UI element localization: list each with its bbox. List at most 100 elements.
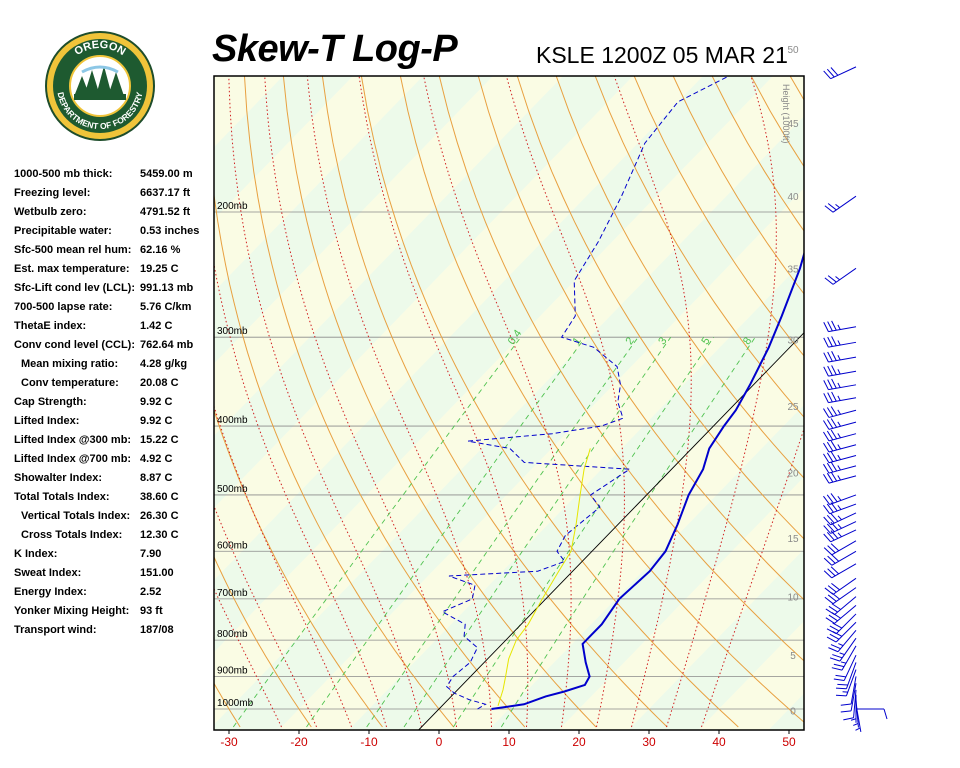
wind-barb-feather [823,408,830,418]
wind-barb-half-feather [837,409,841,415]
height-tick-label: 10 [787,593,799,604]
wind-barb-feather [831,391,837,402]
index-label: Showalter Index: [14,472,103,484]
dewpoint-profile [441,76,731,710]
wind-barb-staff [829,503,857,515]
height-tick-label: 40 [787,192,799,203]
wind-barb-feather [830,493,838,503]
index-row: Lifted Index: 9.92 C [14,415,214,434]
index-value: 38.60 C [140,491,179,503]
wind-barb-feather [826,441,834,452]
dry-adiabat [516,76,804,540]
wind-barb-feather [828,605,838,613]
index-label: ThetaE index: [14,320,87,332]
wind-barb [823,451,857,464]
index-row: Precipitable water: 0.53 inches [14,225,214,244]
wind-barb [840,676,857,706]
wind-barb-staff [828,397,857,404]
index-label: Wetbulb zero: [14,206,87,218]
wind-barb-feather [883,708,888,720]
wind-barb-feather [830,513,839,522]
index-value: 5459.00 m [140,168,193,180]
wind-barb-feather [833,678,845,682]
index-value: 7.90 [140,548,162,560]
logo-top-text: OREGON [72,39,127,58]
wind-barb-staff [828,384,857,391]
index-row: Conv temperature: 20.08 C [14,377,214,396]
wind-barb-feather [827,275,837,283]
wind-barb [824,587,857,605]
wind-barb-feather [830,644,841,650]
index-value: 762.64 mb [140,339,194,351]
wind-barb-feather [827,545,836,554]
index-value: 2.52 [140,586,162,598]
wind-barb-staff [839,637,857,662]
dry-adiabat [282,76,597,728]
wind-barb-feather [831,351,837,361]
index-row: Transport wind: 187/08 [14,624,214,643]
wind-barb [823,320,857,333]
wind-barb-staff [830,529,857,543]
wind-barb [823,471,857,484]
wind-barb-half-feather [837,355,841,361]
height-tick-label: 45 [787,119,799,130]
index-value: 4.92 C [140,453,173,465]
wind-barb-staff [832,267,857,285]
wind-barb-staff [831,540,857,556]
height-axis-label: Height (1000ft) [781,84,791,144]
index-value: 62.16 % [140,244,181,256]
mixing-ratio-line [403,336,672,728]
dry-adiabat [868,76,960,727]
wind-barb-feather [832,622,843,629]
wind-barb-feather [827,321,833,332]
wind-barb-staff [850,676,857,705]
dry-adiabat [946,76,960,727]
index-value: 991.13 mb [140,282,194,294]
index-label: Sweat Index: [14,567,82,579]
wind-barb-half-feather [837,324,841,330]
wind-barb [840,683,857,713]
wind-barb [823,440,857,453]
wind-barb-feather [827,585,837,593]
wind-barb-staff [850,683,857,711]
wind-barb [826,613,857,635]
wind-barb-half-feather [837,382,841,388]
wind-barb-feather [831,378,837,389]
wind-barb-staff [830,512,857,526]
wind-barb [823,502,857,515]
moist-adiabat [214,505,317,728]
wind-barb-half-feather [837,454,841,460]
temperature-band [0,76,3,730]
wind-barb-half-feather [837,369,841,375]
wind-barb-feather [829,657,841,662]
wind-barb [843,689,857,721]
wind-barb-staff [828,444,857,453]
index-label: Sfc-Lift cond lev (LCL): [14,282,135,294]
index-value: 187/08 [140,624,174,636]
index-value: 4791.52 ft [140,206,191,218]
wind-barb [833,654,857,682]
dry-adiabat [321,76,668,728]
wind-barb [823,365,857,377]
wind-barb-half-feather [837,465,841,471]
temperature-band [0,76,73,730]
temperature-profile [491,250,804,710]
indices-panel: 1000-500 mb thick: 5459.00 m Freezing leve… [14,168,214,643]
wind-barb-feather [826,472,834,483]
index-label: Conv cond level (CCL): [14,339,136,351]
freezing-isotherm [418,332,804,730]
wind-barb-feather [831,320,837,331]
wind-barb-feather [827,568,836,577]
wind-barb [856,708,888,720]
dry-adiabat [244,76,526,728]
isobar-label: 200mb [217,201,248,212]
wind-barb-feather [823,533,831,543]
wind-barb-feather [826,523,835,533]
wind-barb-feather [830,543,840,552]
wind-barb-feather [823,570,833,579]
wind-barb-feather [824,596,834,605]
wind-barb [824,577,857,595]
isobar-label: 900mb [217,665,248,676]
x-tick-label: -10 [360,735,378,749]
wind-barb-feather [823,431,830,442]
